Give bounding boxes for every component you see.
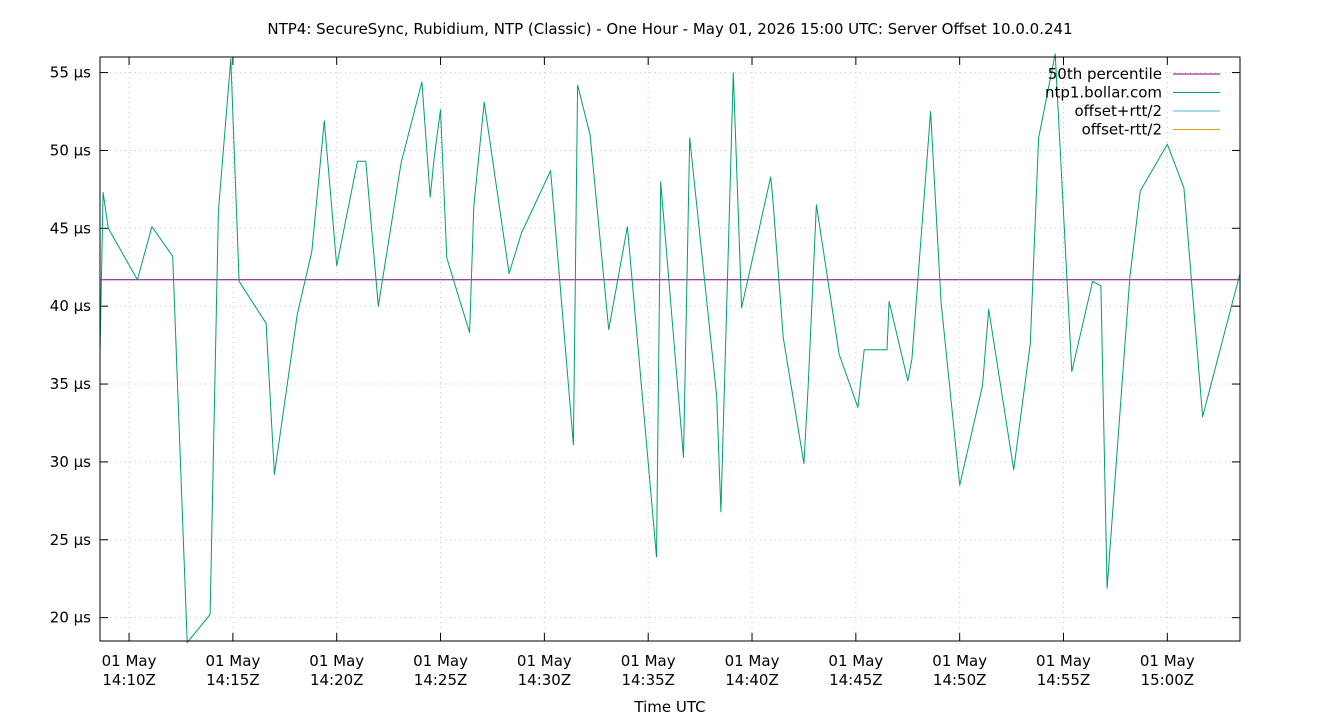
x-tick-time-label: 14:20Z (310, 671, 364, 689)
x-tick-time-label: 14:10Z (102, 671, 156, 689)
plot-series (99, 53, 1241, 644)
x-tick-time-label: 14:25Z (414, 671, 468, 689)
x-axis-label: Time UTC (633, 698, 705, 716)
legend-label: offset-rtt/2 (1082, 121, 1162, 139)
legend-label: offset+rtt/2 (1074, 102, 1162, 120)
y-tick-label: 20 µs (50, 609, 91, 627)
x-tick-date-label: 01 May (621, 652, 676, 670)
series-line-ntp1-bollar-com (99, 53, 1241, 644)
y-tick-label: 25 µs (50, 531, 91, 549)
x-tick-time-label: 14:45Z (829, 671, 883, 689)
x-tick-date-label: 01 May (725, 652, 780, 670)
y-tick-label: 40 µs (50, 297, 91, 315)
x-tick-date-label: 01 May (205, 652, 260, 670)
legend-label: 50th percentile (1048, 65, 1162, 83)
x-tick-date-label: 01 May (932, 652, 987, 670)
x-tick-date-label: 01 May (309, 652, 364, 670)
x-tick-date-label: 01 May (517, 652, 572, 670)
x-tick-time-label: 14:40Z (725, 671, 779, 689)
x-tick-date-label: 01 May (828, 652, 883, 670)
x-tick-date-label: 01 May (413, 652, 468, 670)
x-tick-time-label: 14:30Z (518, 671, 572, 689)
axes: 20 µs 25 µs 30 µs 35 µs 40 µs 45 µs 50 µs 55 µs… (50, 57, 1240, 689)
x-tick-date-label: 01 May (1140, 652, 1195, 670)
grid-lines (100, 57, 1240, 641)
y-tick-label: 30 µs (50, 453, 91, 471)
plot-frame (99, 56, 1241, 642)
y-tick-label: 45 µs (50, 219, 91, 237)
x-tick-time-label: 14:15Z (206, 671, 260, 689)
x-tick-time-label: 14:55Z (1037, 671, 1091, 689)
y-tick-label: 55 µs (50, 64, 91, 82)
x-tick-date-label: 01 May (102, 652, 157, 670)
legend: 50th percentilentp1.bollar.comoffset+rtt… (1045, 65, 1220, 139)
y-tick-label: 50 µs (50, 141, 91, 159)
x-tick-time-label: 15:00Z (1141, 671, 1195, 689)
chart-title: NTP4: SecureSync, Rubidium, NTP (Classic… (267, 20, 1072, 38)
legend-label: ntp1.bollar.com (1045, 84, 1162, 102)
x-tick-time-label: 14:35Z (621, 671, 675, 689)
x-tick-time-label: 14:50Z (933, 671, 987, 689)
x-tick-date-label: 01 May (1036, 652, 1091, 670)
y-tick-label: 35 µs (50, 375, 91, 393)
